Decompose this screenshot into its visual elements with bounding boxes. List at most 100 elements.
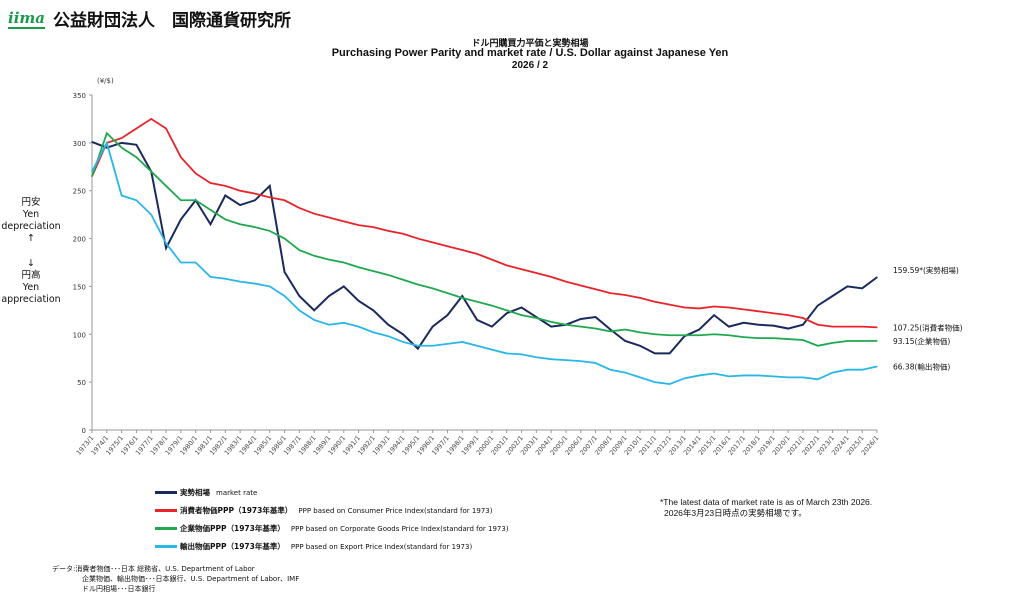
data-point [654,352,656,355]
data-point [387,324,389,326]
yen-depreciation-label: 円安 Yen depreciation ↑ [1,197,61,244]
data-point [372,270,375,272]
data-point [654,381,656,383]
data-point [506,264,508,266]
data-point [432,241,434,243]
data-point [491,349,493,351]
data-point [639,331,641,333]
data-point [728,306,730,309]
data-point [802,317,804,319]
data-point [831,371,834,374]
data-point [817,324,819,326]
data-point [209,223,212,225]
data-point [520,306,523,309]
data-point [150,214,152,216]
legend-swatch [155,491,177,494]
legend-item: 輸出物価PPP（1973年基準） PPP based on Export Pric… [155,541,472,552]
data-point [298,309,300,311]
data-point [713,314,715,316]
end-label: 159.59*(実勢相場) [893,265,959,275]
data-point [594,288,597,290]
y-tick-label: 100 [73,331,86,339]
data-point [698,328,700,331]
data-point [846,369,848,371]
data-point [446,245,449,247]
data-point [683,306,686,309]
data-point [224,185,226,187]
data-point [698,307,700,310]
data-point [506,309,508,311]
data-source: データ:消費者物価･･･日本 総務省、U.S. Department of La… [52,565,300,593]
data-point [639,376,641,378]
data-point [91,141,93,143]
data-point [254,226,256,228]
data-point [372,226,375,228]
data-point [180,199,182,201]
data-point [283,237,286,240]
data-point [698,334,700,336]
data-point [402,233,404,235]
data-point [535,272,537,274]
data-point [624,371,626,374]
data-point [802,376,804,378]
end-label: 107.25(消費者物価) [893,322,963,332]
data-point [831,342,834,344]
end-label: 66.38(輸出物価) [893,361,950,371]
legend-label-en: PPP based on Consumer Price Index(standa… [298,506,493,515]
data-point [224,194,226,197]
data-point [550,276,552,278]
legend-item: 消費者物価PPP（1973年基準） PPP based on Consumer P… [155,505,492,516]
y-tick-label: 50 [77,379,86,387]
data-point [224,218,226,221]
y-tick-label: 150 [73,283,86,291]
data-point [269,185,271,187]
data-point [239,190,241,192]
y-axis-unit: (¥/$) [97,77,114,85]
data-point [358,224,360,226]
data-point [387,230,389,232]
data-point [743,374,745,377]
data-point [135,127,138,130]
data-point [135,199,138,201]
data-point [343,220,345,222]
data-point [817,378,819,380]
data-point [135,156,138,158]
data-point [506,312,508,314]
data-point [165,127,167,130]
data-point [446,314,449,316]
data-point [254,199,256,201]
data-point [432,326,434,328]
header: iima 公益財団法人 国際通貨研究所 [8,6,291,31]
data-point [683,334,686,336]
data-point [713,333,715,335]
data-point [491,259,493,261]
data-point [195,261,197,264]
data-point [594,362,597,364]
data-point [520,268,523,270]
data-point [343,285,345,288]
legend-item: 実勢相場 market rate [155,487,257,498]
data-point [372,309,375,311]
data-point [609,292,611,294]
data-point [165,185,167,187]
data-point [283,271,286,273]
data-point [150,170,152,173]
data-point [121,194,123,197]
data-point [728,334,730,336]
data-point [580,284,582,287]
data-point [535,317,537,319]
data-point [802,339,804,341]
legend-label-ja: 実勢相場 [180,488,210,497]
data-point [417,237,419,240]
data-point [772,337,774,339]
data-point [565,359,567,361]
data-point [728,326,730,328]
data-point [831,326,834,328]
data-point [876,340,878,342]
data-point [417,283,419,286]
data-point [817,345,819,347]
data-point [861,326,863,328]
data-point [417,345,419,347]
data-point [313,255,315,257]
y-tick-label: 250 [73,188,86,196]
